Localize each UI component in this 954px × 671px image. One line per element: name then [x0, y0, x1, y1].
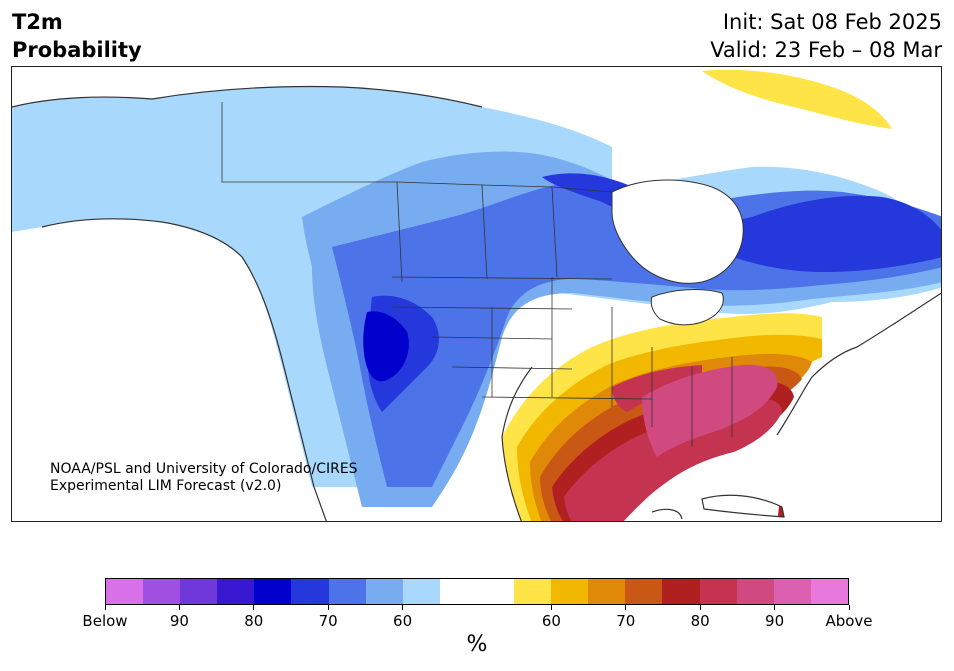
- map-canvas: [12, 69, 941, 521]
- colorbar-swatch: [773, 579, 811, 604]
- colorbar-swatch: [402, 579, 440, 604]
- coastlines: [12, 85, 941, 521]
- colorbar-swatch: [551, 579, 589, 604]
- colorbar-swatch: [810, 579, 848, 604]
- region-above-gold: [517, 334, 822, 521]
- colorbar-swatch: [662, 579, 700, 604]
- region-above-greenland: [702, 69, 892, 129]
- colorbar-swatch: [625, 579, 663, 604]
- colorbar-tick: [625, 605, 627, 610]
- colorbar-swatch: [588, 579, 626, 604]
- colorbar-swatch: [217, 579, 255, 604]
- colorbar-swatch: [439, 579, 477, 604]
- colorbar-tick: [699, 605, 701, 610]
- colorbar-tick-label: 90: [169, 612, 189, 630]
- colorbar-swatch: [106, 579, 144, 604]
- colorbar-tick: [402, 605, 404, 610]
- colorbar-tick-label: 70: [616, 612, 636, 630]
- colorbar-tick-label: 60: [541, 612, 561, 630]
- colorbar-unit: %: [466, 632, 488, 657]
- colorbar-swatch: [291, 579, 329, 604]
- colorbar-swatch: [180, 579, 218, 604]
- credit-line-2: Experimental LIM Forecast (v2.0): [50, 478, 282, 494]
- title-variable: T2m: [12, 10, 63, 34]
- colorbar-swatch: [143, 579, 181, 604]
- region-below-darker: [367, 173, 941, 412]
- chart-title: T2m Probability: [12, 8, 142, 64]
- valid-period: Valid: 23 Feb – 08 Mar: [710, 38, 942, 62]
- colorbar-tick-label: 80: [690, 612, 710, 630]
- colorbar-swatch: [736, 579, 774, 604]
- colorbar-tick: [104, 605, 106, 610]
- colorbar-tick-label: 80: [244, 612, 264, 630]
- probability-map: NOAA/PSL and University of Colorado/CIRE…: [11, 66, 942, 522]
- atlantic-ocean: [793, 287, 941, 521]
- colorbar-swatch: [514, 579, 552, 604]
- title-kind: Probability: [12, 38, 142, 62]
- colorbar-tick: [550, 605, 552, 610]
- colorbar-swatch: [365, 579, 403, 604]
- gulf-of-mexico: [623, 435, 781, 521]
- colorbar-swatch: [699, 579, 737, 604]
- forecast-dates: Init: Sat 08 Feb 2025 Valid: 23 Feb – 08…: [710, 8, 942, 64]
- colorbar-tick: [774, 605, 776, 610]
- colorbar-tick: [327, 605, 329, 610]
- pacific-ocean: [12, 218, 331, 521]
- init-date: Init: Sat 08 Feb 2025: [722, 10, 942, 34]
- hudson-bay: [611, 179, 744, 284]
- colorbar-tick-label: Above: [825, 612, 873, 630]
- colorbar-swatch: [476, 579, 515, 604]
- colorbar-tick-label: 90: [765, 612, 785, 630]
- political-borders: [221, 102, 733, 447]
- colorbar-tick-label: Below: [82, 612, 128, 630]
- colorbar-swatch: [328, 579, 366, 604]
- colorbar-tick-label: 70: [318, 612, 338, 630]
- colorbar-tick: [178, 605, 180, 610]
- credit-line-1: NOAA/PSL and University of Colorado/CIRE…: [50, 461, 358, 477]
- great-lakes: [650, 289, 724, 326]
- colorbar: [105, 578, 849, 605]
- colorbar-tick-label: 60: [393, 612, 413, 630]
- region-above-pink: [642, 364, 778, 457]
- colorbar-tick: [253, 605, 255, 610]
- colorbar-tick: [848, 605, 850, 610]
- colorbar-swatch: [254, 579, 292, 604]
- map-credit: NOAA/PSL and University of Colorado/CIRE…: [50, 461, 358, 495]
- region-below-darkest: [363, 311, 409, 382]
